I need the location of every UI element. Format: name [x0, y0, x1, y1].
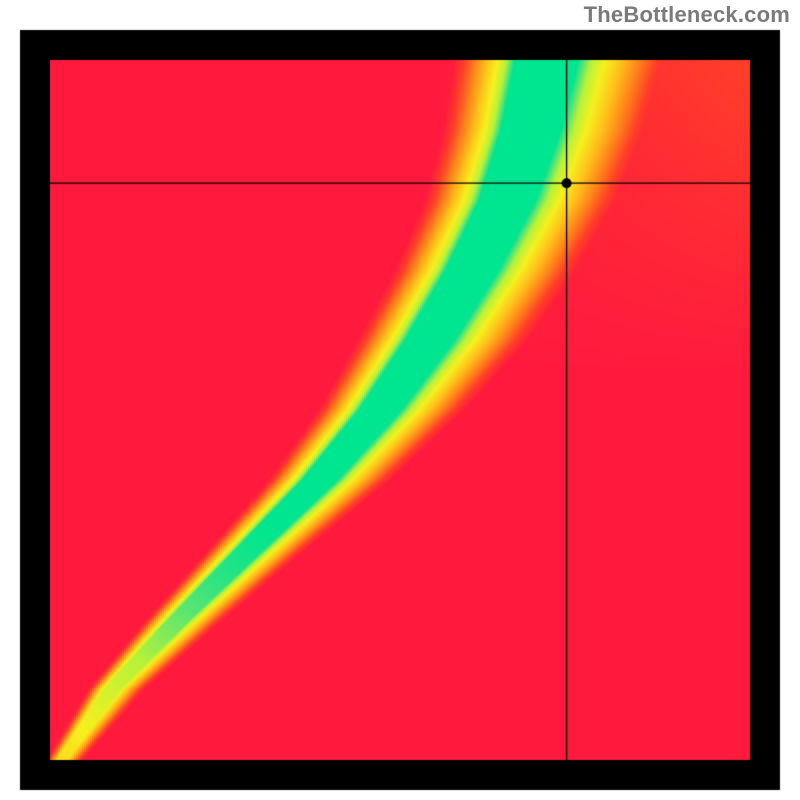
bottleneck-heatmap: [0, 0, 800, 800]
